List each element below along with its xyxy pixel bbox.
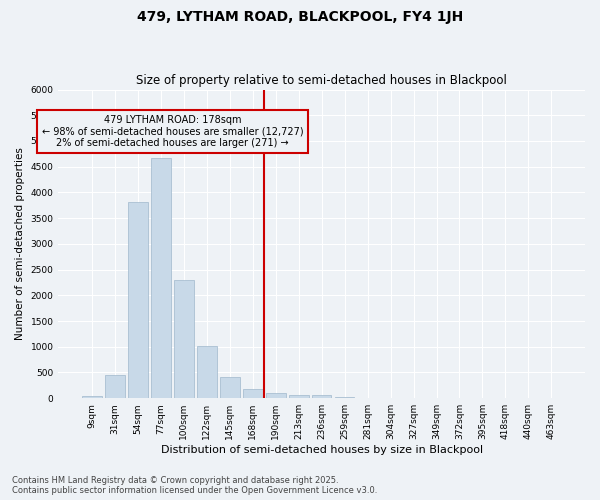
Bar	[289, 395, 308, 398]
Bar	[174, 280, 194, 398]
Bar	[266, 394, 286, 398]
Bar	[243, 388, 263, 398]
Y-axis label: Number of semi-detached properties: Number of semi-detached properties	[15, 148, 25, 340]
Bar	[220, 377, 239, 398]
Bar	[106, 375, 125, 398]
Bar	[128, 202, 148, 398]
Title: Size of property relative to semi-detached houses in Blackpool: Size of property relative to semi-detach…	[136, 74, 507, 87]
Text: 479 LYTHAM ROAD: 178sqm
← 98% of semi-detached houses are smaller (12,727)
2% of: 479 LYTHAM ROAD: 178sqm ← 98% of semi-de…	[41, 116, 303, 148]
Text: Contains HM Land Registry data © Crown copyright and database right 2025.
Contai: Contains HM Land Registry data © Crown c…	[12, 476, 377, 495]
Bar	[197, 346, 217, 398]
Bar	[151, 158, 171, 398]
Text: 479, LYTHAM ROAD, BLACKPOOL, FY4 1JH: 479, LYTHAM ROAD, BLACKPOOL, FY4 1JH	[137, 10, 463, 24]
Bar	[82, 396, 102, 398]
Bar	[335, 397, 355, 398]
Bar	[312, 396, 331, 398]
X-axis label: Distribution of semi-detached houses by size in Blackpool: Distribution of semi-detached houses by …	[161, 445, 483, 455]
